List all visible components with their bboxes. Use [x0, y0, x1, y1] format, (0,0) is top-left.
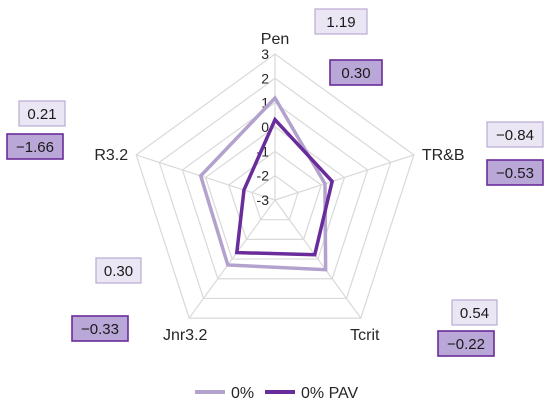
legend-label-base: 0% — [231, 385, 254, 402]
value-box-base: 0.54 — [451, 299, 498, 326]
value-box-frame — [71, 315, 129, 342]
tick-label: 3 — [261, 46, 269, 62]
radar-grid — [135, 53, 415, 319]
value-label: −0.53 — [496, 165, 534, 182]
value-label: 0.54 — [460, 305, 489, 322]
tick-label: -3 — [257, 192, 270, 208]
value-label: 0.21 — [27, 106, 56, 123]
axis-spoke — [135, 154, 276, 201]
value-box-pav: −0.33 — [71, 315, 129, 342]
series-line-base — [198, 95, 328, 272]
series-line-pav — [234, 116, 335, 257]
value-label: −0.84 — [496, 127, 534, 144]
legend: 0% 0% PAV — [195, 385, 359, 402]
axis-label-tcrit: Tcrit — [350, 327, 380, 344]
tick-label: -2 — [257, 168, 270, 184]
axis-label-jnr3-2: Jnr3.2 — [163, 327, 208, 344]
value-box-frame — [437, 330, 495, 357]
value-box-base: 0.21 — [18, 100, 66, 127]
legend-label-pav: 0% PAV — [301, 385, 359, 402]
value-box-frame — [18, 100, 66, 127]
axis-label-pen: Pen — [261, 31, 289, 48]
value-label: −0.33 — [81, 321, 119, 338]
value-label: 0.30 — [341, 65, 370, 82]
value-label-boxes: 1.19 −0.84 0.54 0.30 0.21 0.30 −0.53 −0.22 −0.33… — [6, 8, 544, 357]
grid-ring — [204, 126, 346, 260]
axis-labels: Pen TR&B Tcrit Jnr3.2 R3.2 — [94, 31, 464, 344]
axis-spoke — [188, 199, 276, 319]
value-box-pav: −0.22 — [437, 330, 495, 357]
value-box-frame — [329, 59, 383, 86]
value-label: −0.22 — [447, 336, 485, 353]
value-label: 1.19 — [326, 14, 355, 31]
value-box-pav: −0.53 — [486, 159, 544, 186]
grid-ring — [228, 150, 322, 240]
value-box-frame — [451, 299, 498, 326]
tick-label: 1 — [261, 95, 269, 111]
value-box-pav: 0.30 — [329, 59, 383, 86]
grid-ring — [158, 77, 392, 300]
tick-label: 2 — [261, 70, 269, 86]
value-box-base: −0.84 — [486, 121, 544, 148]
value-box-base: 1.19 — [314, 8, 368, 35]
value-box-base: 0.30 — [95, 257, 142, 284]
axis-spoke — [274, 154, 415, 201]
value-box-pav: −1.66 — [6, 133, 64, 160]
value-box-frame — [486, 159, 544, 186]
grid-ring — [251, 174, 299, 221]
grid-ring — [135, 53, 415, 319]
axis-label-r3-2: R3.2 — [94, 147, 128, 164]
grid-ring — [181, 101, 369, 280]
value-box-frame — [314, 8, 368, 35]
series-lines — [198, 95, 335, 272]
tick-label: 0 — [261, 119, 269, 135]
value-box-frame — [95, 257, 142, 284]
value-box-frame — [6, 133, 64, 160]
axis-spoke — [274, 199, 362, 319]
value-label: −1.66 — [16, 139, 54, 156]
value-label: 0.30 — [104, 263, 133, 280]
value-box-frame — [486, 121, 544, 148]
axis-label-tr-b: TR&B — [422, 147, 465, 164]
